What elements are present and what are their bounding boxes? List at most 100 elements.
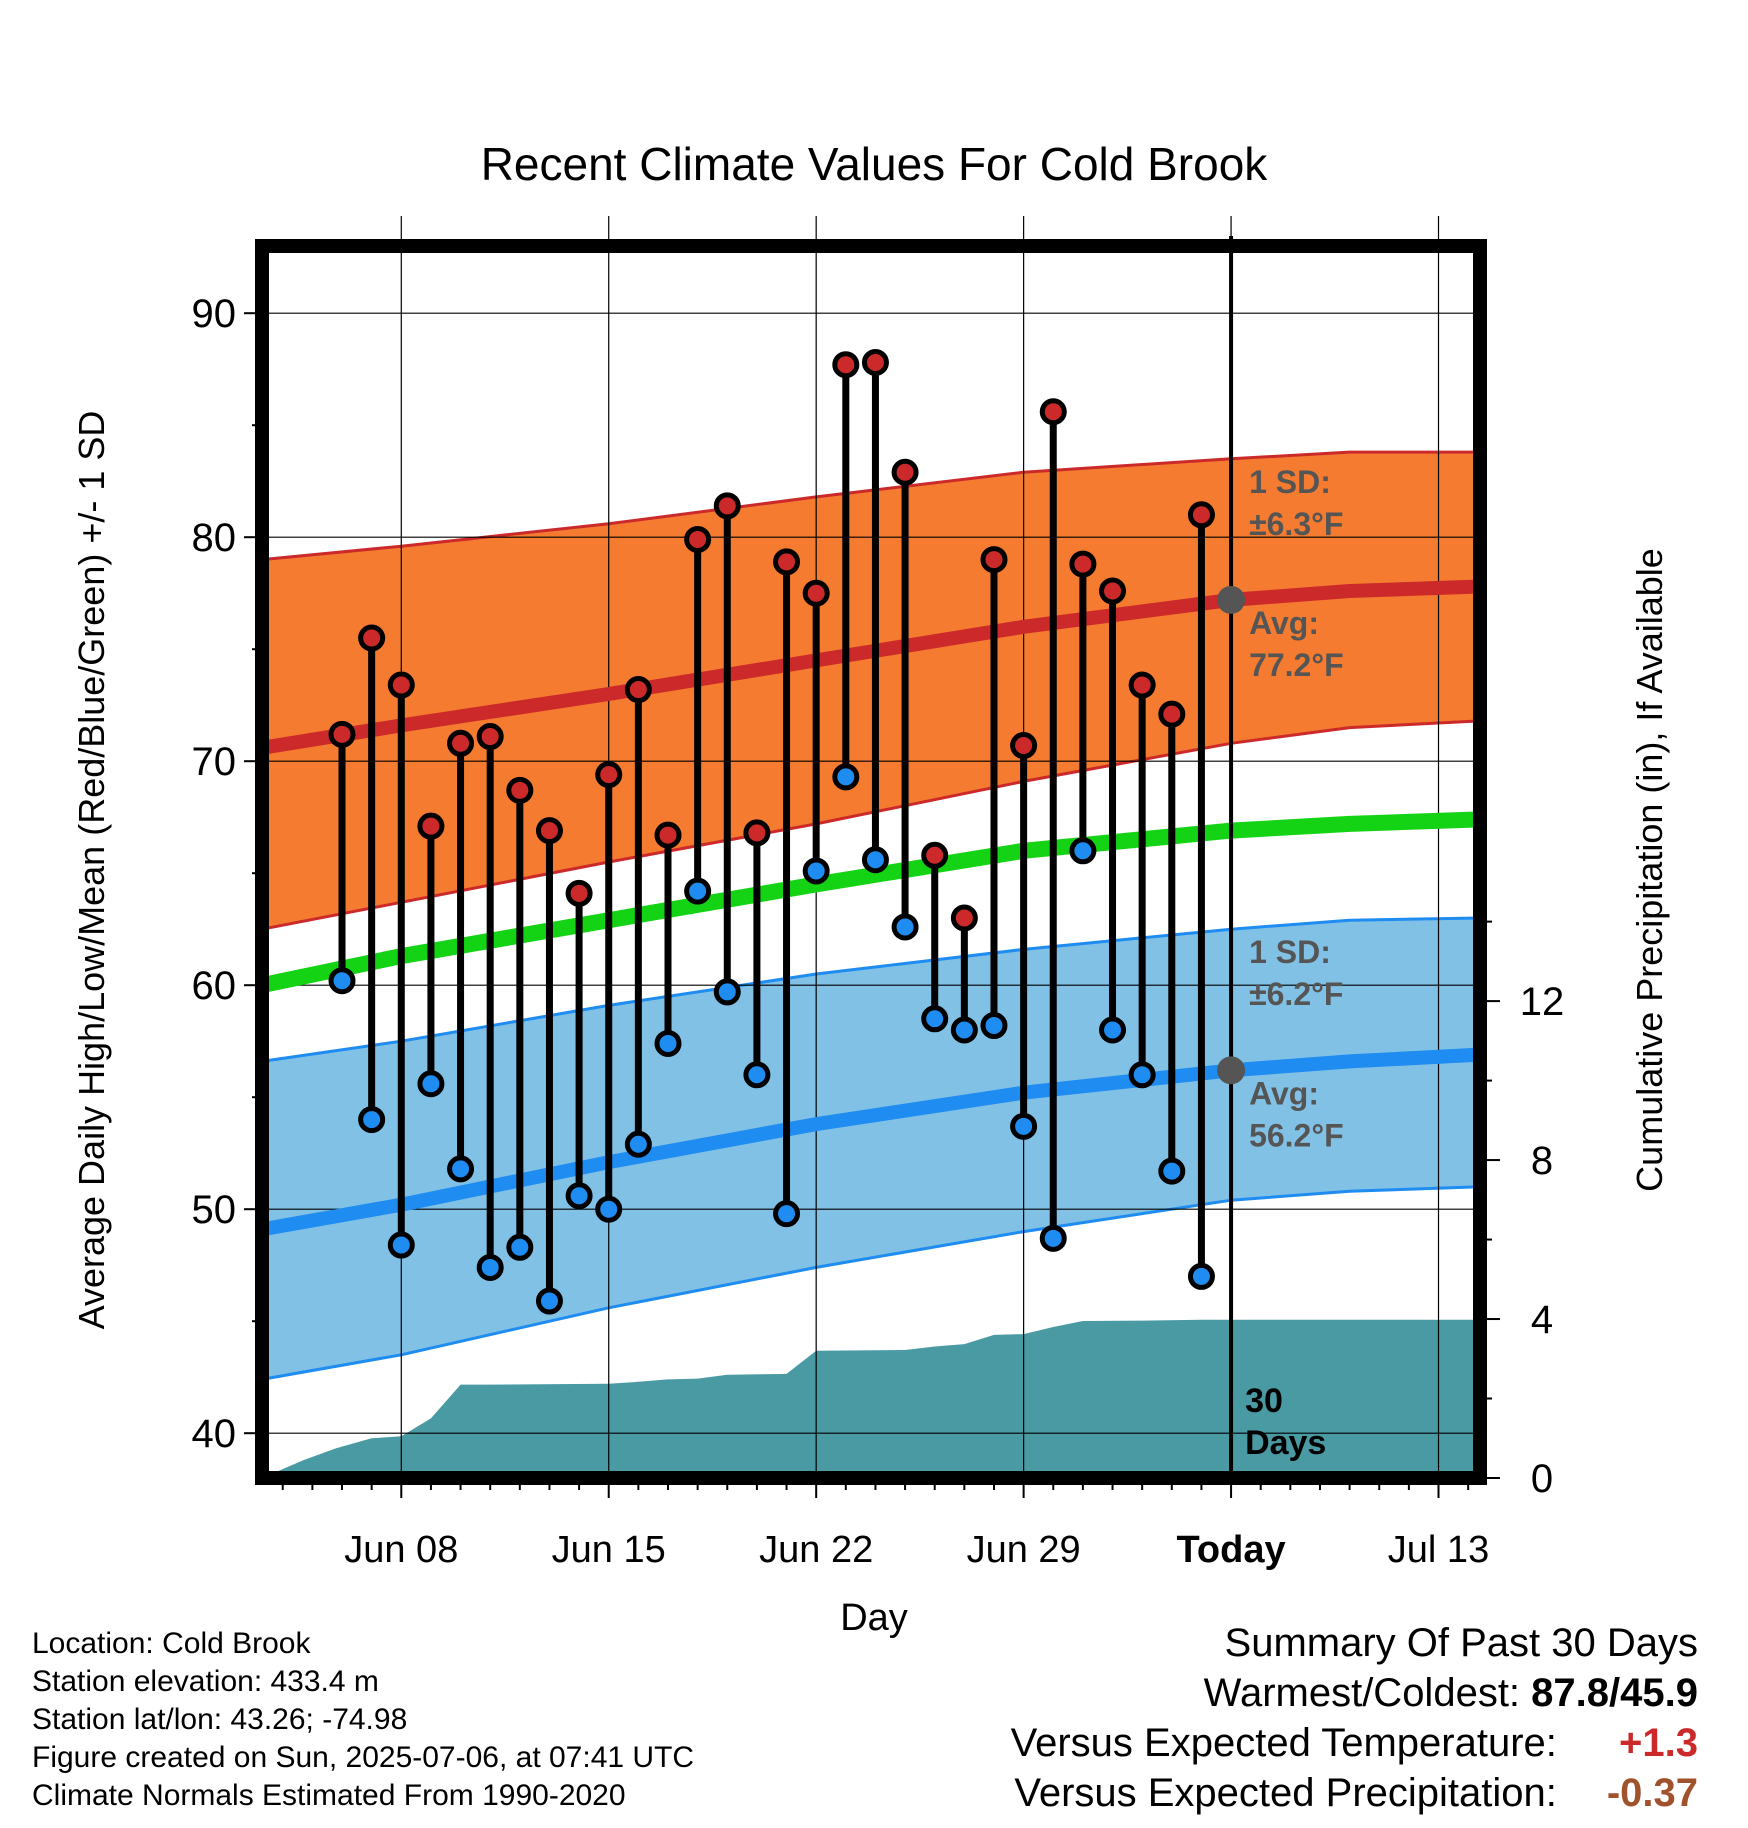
high-point — [921, 841, 949, 869]
x-tick-label: Jun 29 — [967, 1529, 1081, 1571]
low-point — [565, 1182, 593, 1210]
high-sd-lower-line — [261, 719, 1481, 931]
chart-title: Recent Climate Values For Cold Brook — [481, 138, 1269, 190]
high-sd-band — [262, 452, 1480, 930]
low-point — [1010, 1112, 1038, 1140]
high-point — [387, 671, 415, 699]
summary-temp-row: Versus Expected Temperature: +1.3 — [1011, 1718, 1698, 1768]
low-point — [980, 1012, 1008, 1040]
low-point — [506, 1233, 534, 1261]
high-point — [743, 819, 771, 847]
high-point — [624, 676, 652, 704]
low-sd-band — [262, 918, 1480, 1380]
high-point — [447, 729, 475, 757]
low-point — [1099, 1016, 1127, 1044]
low-sd-upper-line — [261, 916, 1481, 1063]
low-point — [773, 1200, 801, 1228]
y-left-tick-label: 40 — [192, 1412, 237, 1456]
high-avg-line — [260, 579, 1481, 755]
low-point — [743, 1061, 771, 1089]
normals-text: Climate Normals Estimated From 1990-2020 — [32, 1779, 626, 1812]
precip-diff-value: -0.37 — [1606, 1771, 1698, 1815]
high-point — [654, 821, 682, 849]
y-right-tick-label: 4 — [1531, 1298, 1553, 1342]
low-point — [624, 1130, 652, 1158]
high-point — [773, 548, 801, 576]
summary-panel: Summary Of Past 30 Days Warmest/Coldest:… — [1011, 1618, 1698, 1818]
low-point — [684, 877, 712, 905]
low-avg-annotation-value: 56.2°F — [1249, 1117, 1344, 1153]
high-avg-annotation-value: 77.2°F — [1249, 647, 1344, 683]
high-avg-today-marker — [1217, 585, 1246, 614]
low-point — [832, 763, 860, 791]
temp-diff-label: Versus Expected Temperature: — [1010, 1721, 1557, 1765]
latlon-text: Station lat/lon: 43.26; -74.98 — [32, 1703, 408, 1736]
high-point — [1069, 550, 1097, 578]
high-point — [506, 776, 534, 804]
temp-diff-value: +1.3 — [1619, 1721, 1698, 1765]
low-point — [654, 1029, 682, 1057]
precip-diff-label: Versus Expected Precipitation: — [1014, 1771, 1557, 1815]
low-point — [713, 978, 741, 1006]
created-text: Figure created on Sun, 2025-07-06, at 07… — [32, 1741, 695, 1774]
low-point — [417, 1070, 445, 1098]
low-point — [861, 846, 889, 874]
low-point — [328, 967, 356, 995]
low-point — [802, 857, 830, 885]
high-point — [1039, 398, 1067, 426]
y-left-tick-label: 90 — [192, 292, 237, 336]
y-left-tick-label: 60 — [192, 964, 237, 1008]
low-point — [595, 1195, 623, 1223]
high-point — [980, 546, 1008, 574]
precip-area — [262, 1319, 1480, 1478]
low-sd-annotation-value: ±6.2°F — [1249, 976, 1343, 1012]
high-point — [565, 879, 593, 907]
high-point — [1099, 577, 1127, 605]
low-avg-today-marker — [1217, 1056, 1246, 1085]
days-window-label-unit: Days — [1245, 1424, 1326, 1462]
x-tick-label: Jun 15 — [552, 1529, 666, 1571]
x-axis-label: Day — [840, 1597, 908, 1639]
days-window-label-number: 30 — [1245, 1382, 1283, 1420]
low-point — [387, 1231, 415, 1259]
low-point — [1039, 1224, 1067, 1252]
low-point — [447, 1155, 475, 1183]
high-point — [1128, 671, 1156, 699]
summary-precip-row: Versus Expected Precipitation: -0.37 — [1011, 1768, 1698, 1818]
low-point — [535, 1287, 563, 1315]
high-point — [535, 817, 563, 845]
low-point — [950, 1016, 978, 1044]
low-point — [1158, 1157, 1186, 1185]
plot-area: 1 SD: ±6.3°F Avg: 77.2°F 1 SD: ±6.2°F Avg: 56.2… — [260, 216, 1481, 1478]
station-info: Location: Cold Brook Station elevation: … — [32, 1625, 694, 1815]
y-left-tick-label: 80 — [192, 516, 237, 560]
high-point — [950, 904, 978, 932]
low-point — [1128, 1061, 1156, 1089]
high-point — [802, 579, 830, 607]
y-axis-right-label: Cumulative Precipitation (in), If Availa… — [1629, 548, 1670, 1192]
low-point — [921, 1005, 949, 1033]
y-right-tick-label: 0 — [1531, 1457, 1553, 1501]
low-avg-annotation-label: Avg: — [1249, 1075, 1319, 1111]
low-avg-line — [260, 1047, 1481, 1237]
y-left-tick-label: 50 — [192, 1188, 237, 1232]
low-point — [476, 1253, 504, 1281]
elevation-text: Station elevation: 433.4 m — [32, 1665, 379, 1698]
high-point — [1158, 700, 1186, 728]
warm-cold-label: Warmest/Coldest: — [1203, 1671, 1521, 1715]
high-point — [595, 761, 623, 789]
low-point — [1069, 837, 1097, 865]
y-axis-left-label: Average Daily High/Low/Mean (Red/Blue/Gr… — [71, 411, 112, 1330]
high-sd-annotation-value: ±6.3°F — [1249, 506, 1343, 542]
low-sd-annotation-label: 1 SD: — [1249, 934, 1331, 970]
x-tick-label: Jul 13 — [1388, 1529, 1489, 1571]
x-tick-label: Jun 08 — [344, 1529, 458, 1571]
low-sd-lower-line — [261, 1185, 1481, 1381]
plot-frame — [255, 239, 1487, 1485]
x-tick-label: Jun 22 — [759, 1529, 873, 1571]
high-point — [417, 812, 445, 840]
y-right-tick-label: 12 — [1520, 980, 1565, 1024]
low-point — [1187, 1262, 1215, 1290]
low-point — [891, 913, 919, 941]
